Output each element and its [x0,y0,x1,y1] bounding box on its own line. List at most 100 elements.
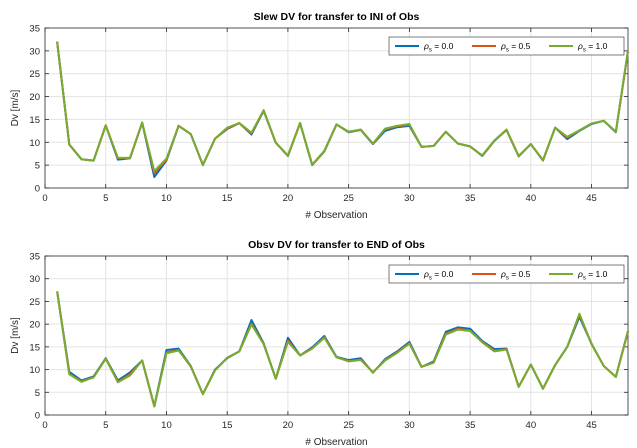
data-point [56,290,58,292]
data-point [165,158,167,160]
data-point [214,138,216,140]
data-point [578,129,580,131]
data-point [117,157,119,159]
y-tick-label: 15 [29,342,40,353]
data-point [190,133,192,135]
x-tick-label: 30 [404,193,415,204]
chart-title: Obsv DV for transfer to END of Obs [248,239,425,251]
x-tick-label: 0 [42,193,47,204]
x-tick-label: 30 [404,420,415,431]
data-point [178,349,180,351]
x-tick-label: 20 [283,193,294,204]
data-point [153,172,155,174]
data-point [445,334,447,336]
y-tick-label: 10 [29,138,40,149]
data-point [433,145,435,147]
y-axis-label: Dv [m/s] [10,89,21,126]
data-point [360,128,362,130]
data-point [469,145,471,147]
data-point [238,350,240,352]
data-point [311,164,313,166]
y-axis-label: Dv [m/s] [10,317,21,354]
data-point [311,348,313,350]
x-tick-label: 15 [222,193,233,204]
data-point [627,50,629,52]
data-point [506,128,508,130]
data-point [408,123,410,125]
x-tick-label: 20 [283,420,294,431]
chart-title: Slew DV for transfer to INI of Obs [254,11,420,23]
data-point [153,176,155,178]
legend-box [388,36,625,56]
data-point [603,365,605,367]
y-tick-label: 30 [29,274,40,285]
data-point [202,164,204,166]
y-tick-label: 25 [29,69,40,80]
data-point [202,393,204,395]
data-point [481,155,483,157]
data-point [323,337,325,339]
x-tick-label: 10 [161,420,172,431]
data-point [493,350,495,352]
x-tick-label: 25 [343,193,354,204]
y-tick-label: 10 [29,365,40,376]
x-tick-label: 35 [465,420,476,431]
y-tick-label: 5 [35,161,40,172]
y-tick-label: 0 [35,411,40,422]
data-point [336,356,338,358]
y-tick-label: 25 [29,297,40,308]
x-tick-label: 0 [42,420,47,431]
data-point [250,324,252,326]
data-point [287,155,289,157]
data-point [518,386,520,388]
data-point [493,139,495,141]
data-point [105,358,107,360]
data-point [506,349,508,351]
data-point [275,142,277,144]
x-axis-label: # Observation [305,437,367,448]
legend-label: ρs = 0.5 [500,41,531,54]
data-point [566,346,568,348]
data-point [165,349,167,351]
y-tick-label: 35 [29,252,40,263]
data-point [518,155,520,157]
data-point [117,381,119,383]
series-line-2 [56,41,629,173]
data-point [591,123,593,125]
data-point [360,359,362,361]
data-point [348,131,350,133]
data-point [372,371,374,373]
data-point [165,352,167,354]
data-point [530,143,532,145]
axes-box [44,255,629,416]
data-point [299,354,301,356]
data-point [396,352,398,354]
y-tick-label: 0 [35,184,40,195]
y-tick-label: 20 [29,92,40,103]
data-point [336,123,338,125]
data-point [238,122,240,124]
legend-label: ρs = 1.0 [577,41,608,54]
data-point [129,374,131,376]
data-point [263,109,265,111]
x-tick-label: 40 [526,193,537,204]
y-tick-label: 20 [29,320,40,331]
x-tick-label: 40 [526,420,537,431]
data-point [421,146,423,148]
data-point [469,330,471,332]
data-point [384,128,386,130]
data-point [615,376,617,378]
data-point [153,170,155,172]
data-point [141,359,143,361]
y-tick-label: 15 [29,115,40,126]
data-point [323,150,325,152]
data-point [542,159,544,161]
x-tick-label: 5 [103,193,108,204]
data-point [372,143,374,145]
data-point [566,136,568,138]
data-point [627,330,629,332]
x-tick-label: 25 [343,420,354,431]
top-chart: 0 5 10 15 20 25 30 35 40 45 0 5 10 15 20 25 30 35 Slew DV … [10,11,629,221]
data-point [457,143,459,145]
